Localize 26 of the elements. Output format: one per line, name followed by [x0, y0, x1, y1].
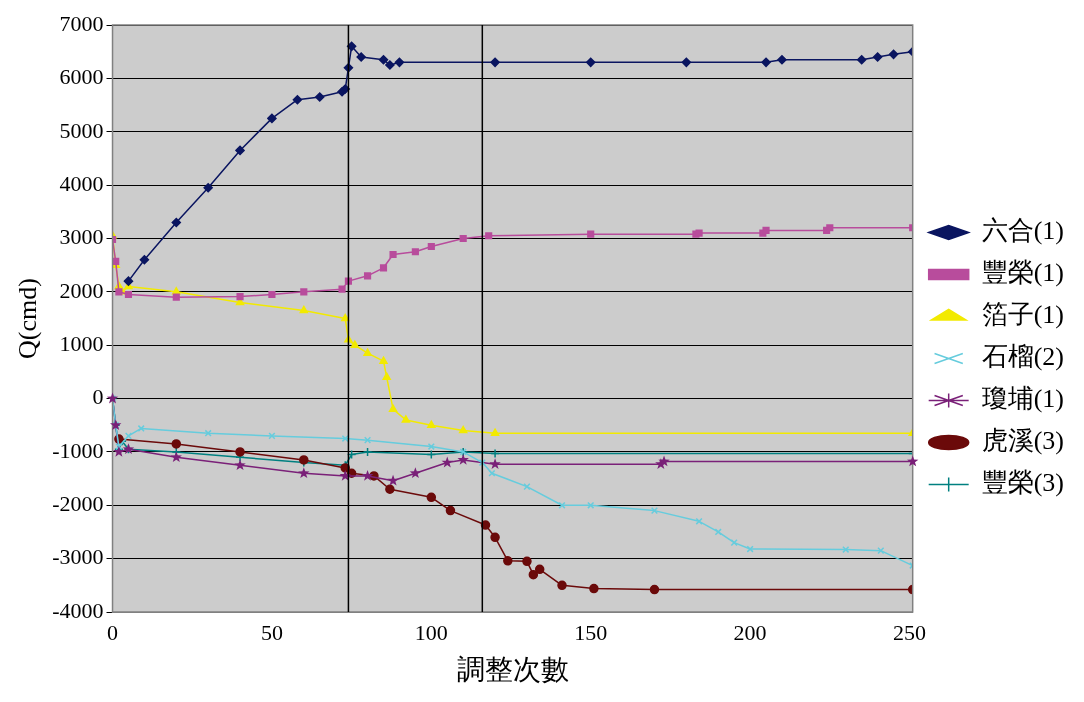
legend-label: 豐榮(1): [981, 258, 1065, 288]
y-tick-label: 1000: [59, 330, 104, 356]
x-axis-title: 調整次數: [456, 653, 569, 685]
legend-label: 瓊埔(1): [981, 384, 1065, 414]
y-axis-title: Q(cmd): [13, 278, 43, 359]
x-tick-label: 50: [260, 619, 283, 645]
x-tick-label: 250: [893, 619, 926, 645]
y-tick-label: 0: [92, 384, 104, 410]
x-tick-label: 100: [414, 619, 448, 645]
y-tick-label: 2000: [59, 277, 104, 303]
legend-label: 石榴(2): [981, 342, 1065, 372]
y-tick-label: -4000: [52, 597, 104, 623]
x-tick-label: 200: [733, 619, 767, 645]
y-tick-label: -2000: [52, 491, 104, 517]
y-tick-label: 7000: [59, 10, 104, 36]
legend-label: 虎溪(3): [981, 426, 1065, 456]
legend-label: 六合(1): [981, 216, 1065, 246]
x-tick-label: 150: [574, 619, 608, 645]
legend-label: 箔子(1): [981, 300, 1065, 330]
y-tick-label: 5000: [59, 117, 104, 143]
y-tick-label: 6000: [59, 64, 104, 90]
y-tick-label: -1000: [52, 437, 104, 463]
y-tick-label: 3000: [59, 224, 104, 250]
y-tick-label: -3000: [52, 544, 104, 570]
y-tick-label: 4000: [59, 170, 104, 196]
legend-label: 豐榮(3): [981, 468, 1065, 498]
